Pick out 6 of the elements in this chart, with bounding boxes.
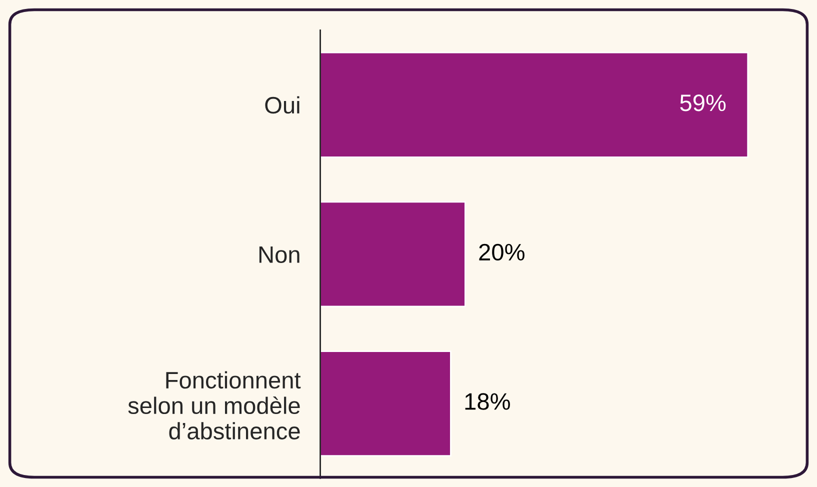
y-tick-label: Oui: [265, 96, 300, 114]
data-label: 18%: [465, 393, 510, 410]
data-label: 59%: [680, 94, 726, 112]
y-tick-label: Fonctionnent selon un modèle d’abstinence: [128, 371, 301, 440]
data-label: 20%: [479, 244, 524, 261]
y-tick-label: Non: [259, 246, 300, 263]
